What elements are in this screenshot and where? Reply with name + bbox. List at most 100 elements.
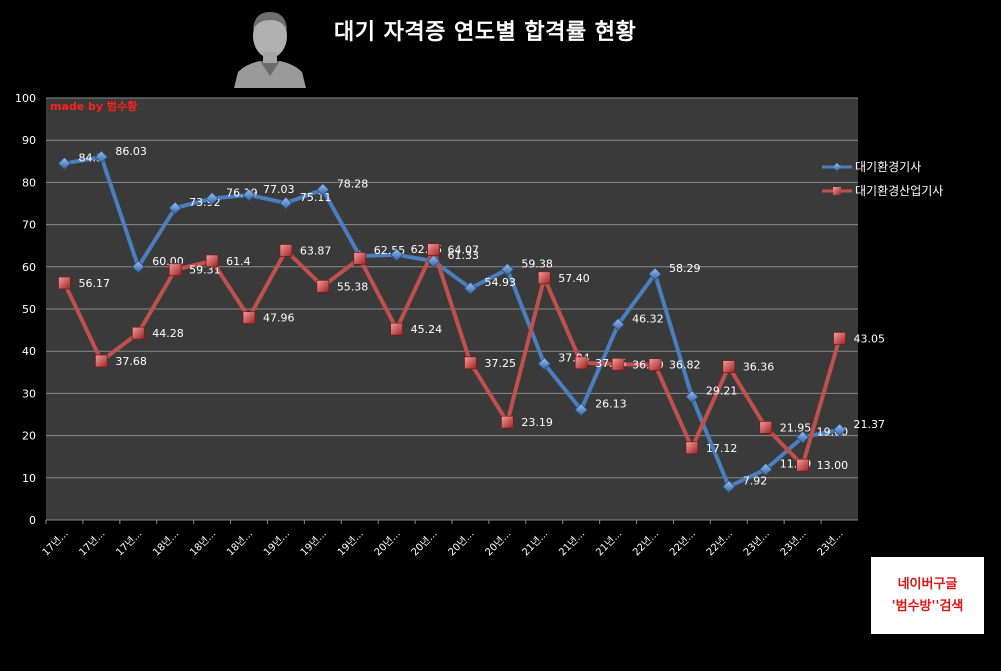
x-tick-label: 20년... — [372, 528, 403, 559]
x-tick-label: 18년... — [151, 528, 182, 559]
series-2-point — [796, 458, 810, 472]
x-tick-label: 17년... — [114, 528, 145, 559]
x-tick-label: 22년... — [704, 528, 735, 559]
series-1-data-label: 7.92 — [743, 475, 768, 488]
x-tick-label: 18년... — [187, 528, 218, 559]
series-line-1 — [64, 154, 840, 489]
series-2-data-label: 37.68 — [115, 355, 147, 368]
series-2-data-label: 61.4 — [226, 255, 251, 268]
series-2-data-label: 57.40 — [558, 272, 590, 285]
x-tick-label: 23년... — [778, 528, 809, 559]
y-tick-label: 40 — [22, 345, 36, 358]
x-tick-label: 21년... — [593, 528, 624, 559]
series-2-point — [500, 415, 514, 429]
y-tick-label: 10 — [22, 472, 36, 485]
series-1-data-label: 59.38 — [521, 257, 553, 270]
person-silhouette-icon — [232, 6, 308, 88]
legend-label-1: 대기환경기사 — [855, 160, 921, 174]
series-2-point — [353, 251, 367, 265]
x-tick-label: 17년... — [77, 528, 108, 559]
search-hint-box: 네이버구글 '범수방''검색 — [871, 557, 984, 634]
series-2-data-label: 56.17 — [78, 277, 110, 290]
y-tick-label: 70 — [22, 219, 36, 232]
series-2-point — [611, 357, 625, 371]
series-1-data-label: 26.13 — [595, 398, 627, 411]
series-2-point — [390, 322, 404, 336]
series-2-data-label: 36.82 — [669, 359, 701, 372]
series-2-point — [685, 441, 699, 455]
series-1-point — [611, 317, 625, 332]
series-1-point — [648, 267, 662, 281]
series-1-data-label: 54.93 — [484, 276, 516, 289]
series-1-data-label: 21.37 — [854, 418, 886, 431]
series-1-point — [426, 254, 441, 268]
series-1-point — [131, 260, 145, 274]
series-1-point — [279, 196, 293, 210]
x-tick-label: 20년... — [446, 528, 477, 559]
x-tick-label: 20년... — [483, 528, 514, 559]
series-2-data-label: 55.38 — [337, 280, 369, 293]
series-2-data-label: 13.00 — [817, 459, 849, 472]
series-2-data-label: 63.87 — [300, 244, 332, 257]
series-1-point — [205, 191, 219, 206]
legend-marker-1 — [833, 163, 841, 171]
series-2-point — [279, 244, 293, 257]
series-2-point — [316, 279, 330, 293]
series-2-point — [759, 420, 773, 434]
x-tick-label: 22년... — [630, 528, 661, 559]
series-1-data-label: 84.5 — [78, 151, 103, 164]
y-tick-label: 30 — [22, 387, 36, 400]
series-2-data-label: 21.95 — [780, 421, 812, 434]
series-2-point — [58, 276, 71, 290]
series-1-point — [500, 262, 514, 276]
y-tick-label: 50 — [22, 303, 36, 316]
series-2-point — [833, 331, 846, 345]
search-hint-line1: 네이버구글 — [897, 576, 958, 592]
series-1-point — [759, 462, 773, 476]
series-2-data-label: 43.05 — [854, 332, 886, 345]
series-2-point — [427, 243, 440, 257]
x-tick-label: 19년... — [335, 528, 366, 559]
x-tick-label: 18년... — [224, 528, 255, 559]
series-1-point — [316, 183, 330, 197]
series-2-data-label: 47.96 — [263, 312, 295, 325]
series-2-data-label: 36.36 — [743, 361, 775, 374]
x-tick-label: 22년... — [667, 528, 698, 559]
series-2-point — [537, 271, 551, 285]
series-2-data-label: 45.24 — [411, 323, 443, 336]
y-tick-label: 0 — [29, 514, 36, 527]
series-2-point — [648, 358, 662, 372]
y-tick-label: 60 — [22, 261, 36, 274]
series-1-data-label: 75.11 — [300, 191, 332, 204]
x-tick-label: 21년... — [557, 528, 588, 559]
series-1-point — [390, 248, 404, 262]
series-1-data-label: 86.03 — [115, 145, 147, 158]
series-1-point — [168, 201, 182, 215]
series-2-point — [722, 360, 736, 373]
series-2-point — [131, 326, 145, 340]
series-2-point — [168, 263, 182, 277]
x-tick-label: 21년... — [520, 528, 551, 559]
series-1-point — [242, 188, 256, 202]
x-tick-label: 23년... — [815, 528, 846, 559]
x-tick-label: 23년... — [741, 528, 772, 559]
series-2-point — [205, 254, 219, 268]
search-hint-line2: '범수방''검색 — [891, 598, 964, 614]
x-tick-label: 17년... — [40, 528, 71, 559]
y-tick-label: 90 — [22, 134, 36, 147]
series-1-point — [796, 430, 810, 444]
series-1-data-label: 77.03 — [263, 183, 295, 196]
series-1-point — [832, 423, 847, 437]
series-1-point — [57, 156, 72, 170]
legend-label-2: 대기환경산업기사 — [855, 184, 943, 198]
series-2-data-label: 64.07 — [448, 244, 480, 257]
series-2-point — [242, 311, 256, 325]
series-1-data-label: 46.32 — [632, 313, 664, 326]
series-1-data-label: 78.28 — [337, 178, 369, 191]
series-1-data-label: 61.33 — [448, 249, 480, 262]
series-line-2 — [62, 247, 842, 468]
series-2-data-label: 44.28 — [152, 327, 184, 340]
series-2-point — [464, 356, 477, 370]
series-2-data-label: 23.19 — [521, 416, 553, 429]
